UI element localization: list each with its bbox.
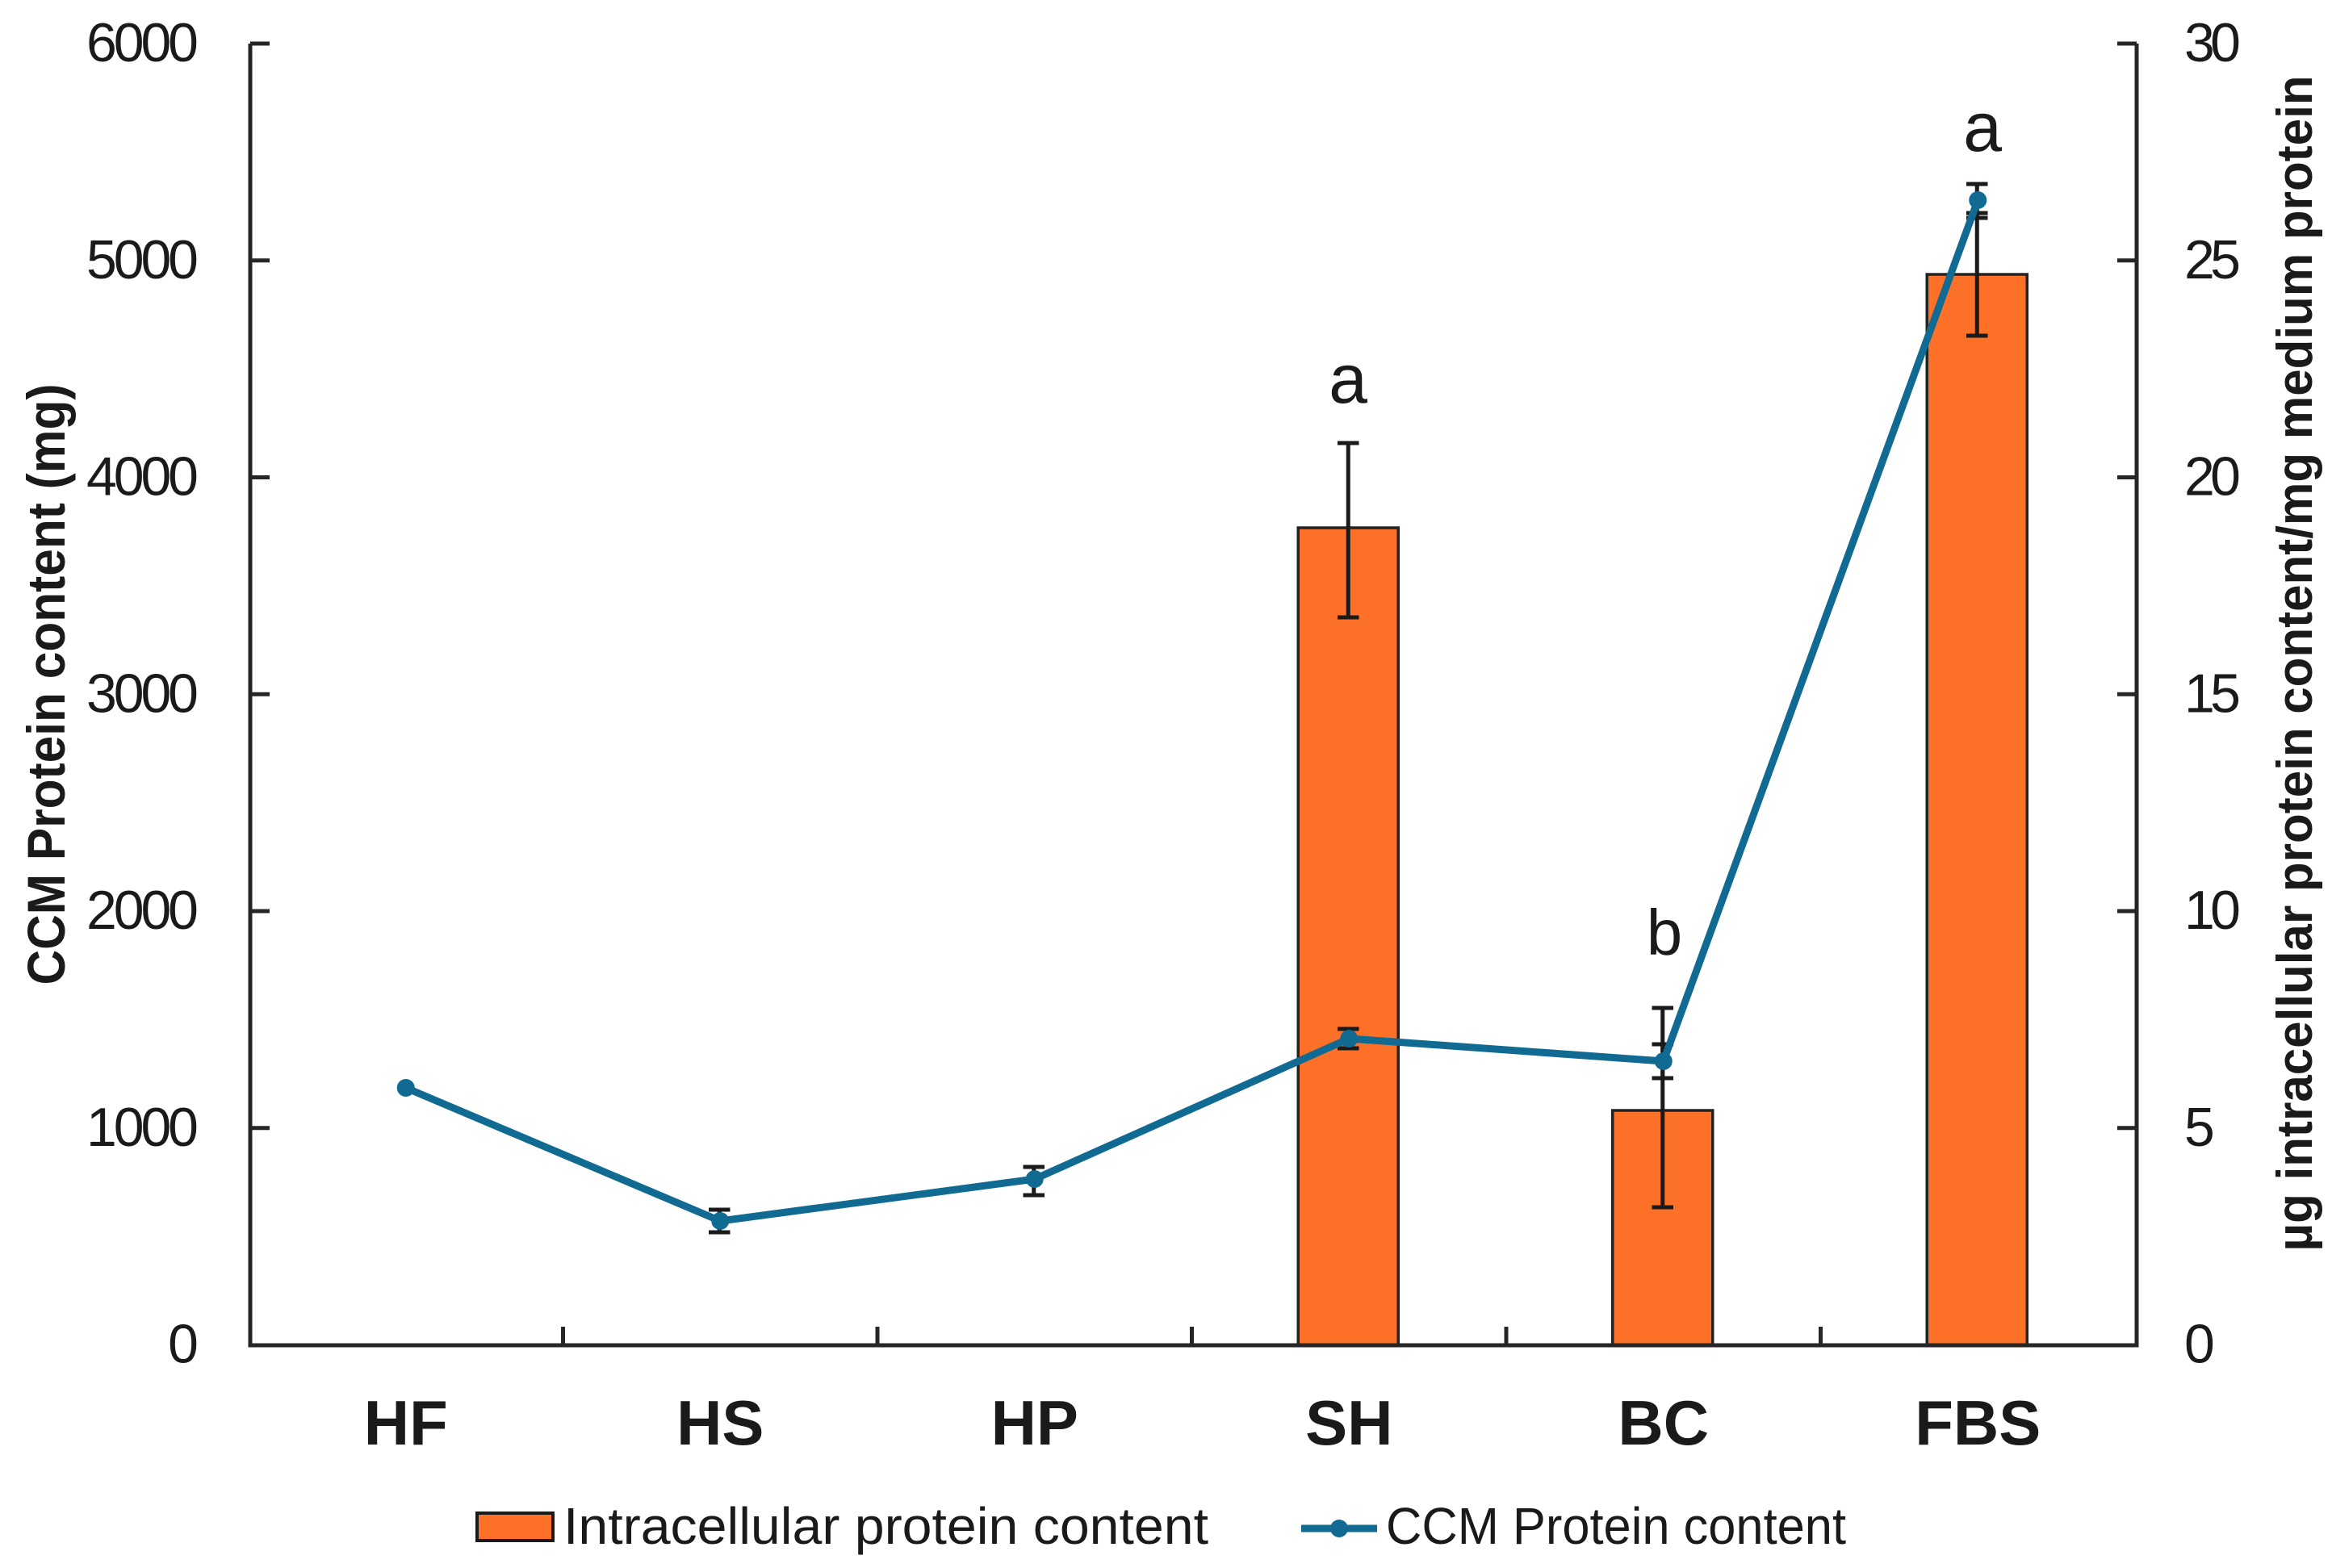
svg-text:CCM Protein content: CCM Protein content [1386,1497,1846,1555]
svg-text:10: 10 [2184,880,2241,941]
svg-text:CCM Protein content (mg): CCM Protein content (mg) [16,384,76,985]
svg-text:HS: HS [676,1387,764,1458]
svg-text:HP: HP [991,1387,1078,1458]
svg-text:0: 0 [168,1314,199,1375]
svg-text:HF: HF [364,1387,448,1458]
svg-text:1000: 1000 [86,1097,199,1158]
svg-text:µg intracellular protein conte: µg intracellular protein content/mg medi… [2267,76,2323,1252]
svg-text:0: 0 [2184,1314,2215,1375]
svg-text:Intracellular protein content: Intracellular protein content [563,1497,1208,1555]
svg-text:a: a [1329,341,1367,418]
svg-text:b: b [1647,897,1683,968]
svg-text:4000: 4000 [86,446,199,508]
svg-text:a: a [1963,89,2002,166]
svg-text:FBS: FBS [1915,1387,2041,1458]
svg-text:6000: 6000 [86,12,199,73]
svg-text:3000: 3000 [86,663,199,724]
svg-text:BC: BC [1618,1387,1709,1458]
svg-text:5000: 5000 [86,229,199,291]
svg-text:30: 30 [2184,12,2241,73]
svg-text:5: 5 [2184,1097,2215,1158]
svg-text:25: 25 [2184,229,2241,291]
svg-text:2000: 2000 [86,880,199,941]
svg-text:20: 20 [2184,446,2241,508]
svg-text:SH: SH [1305,1387,1392,1458]
svg-text:15: 15 [2184,663,2241,724]
